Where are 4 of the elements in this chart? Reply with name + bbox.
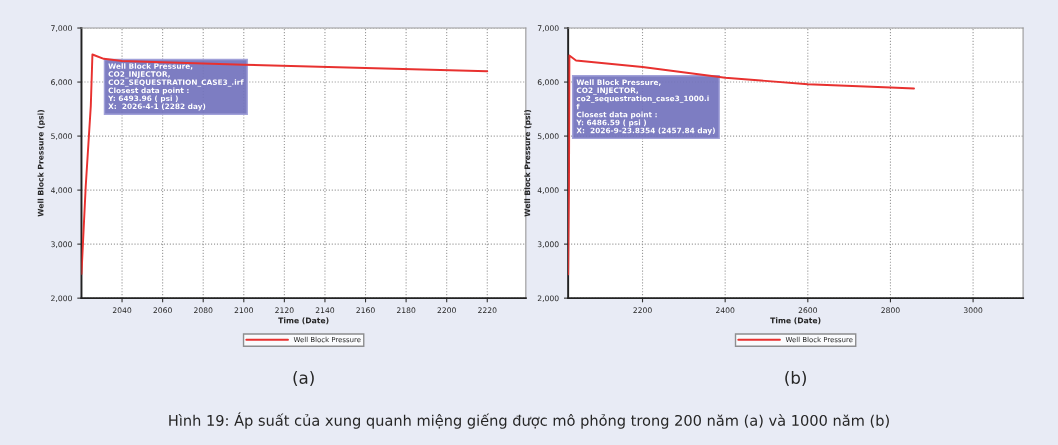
line-series [81, 53, 489, 275]
text: (b) [785, 371, 806, 386]
text: Hình 19: Áp suất của xung quanh miệng giếng được mô phỏng trong 200 năm (a) và 1000 năm (b) [169, 412, 889, 429]
text: (a) [293, 371, 314, 386]
